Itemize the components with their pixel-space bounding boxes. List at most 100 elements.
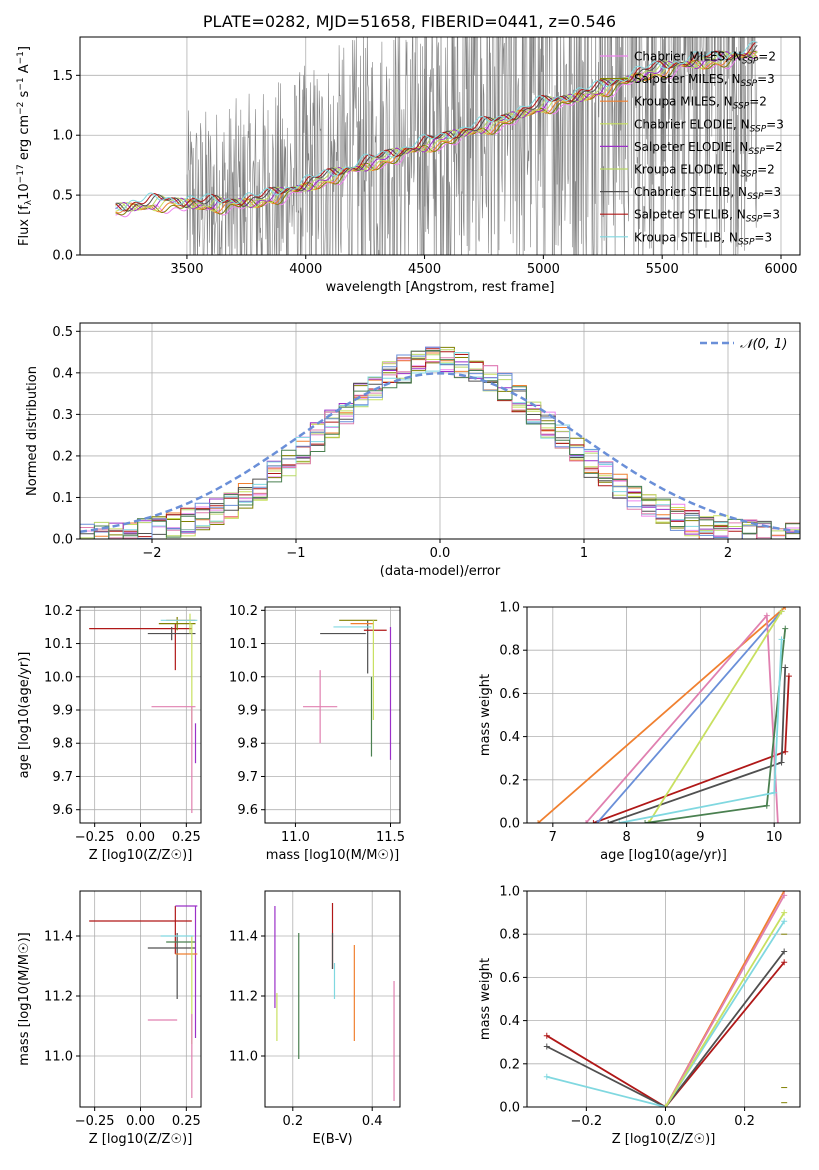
y-tick-label: 11.4 (229, 930, 258, 945)
legend-text: =3 (762, 208, 780, 222)
panel-mass-ebv: 0.2 0.4 11.0 11.2 11.4 E(B-V) (229, 890, 401, 1147)
weight-marker (616, 820, 623, 823)
x-tick-label: 5000 (527, 262, 560, 277)
weight-marker (543, 1073, 550, 1080)
histogram-10 (80, 346, 800, 539)
weight-marker (782, 625, 789, 632)
y-tick-label: 9.6 (237, 803, 258, 818)
weight-line (546, 950, 785, 1107)
weight-marker (535, 820, 542, 823)
legend-entry: Chabrier STELIB, NSSP=3 (634, 185, 781, 202)
panel-age-mass: 11.0 11.5 9.6 9.7 9.8 9.9 10.0 10.1 10.2 mass [lo… (229, 604, 405, 863)
y-label-part: −1 (16, 77, 26, 90)
x-tick-label: −1 (286, 546, 305, 561)
weight-line (664, 894, 785, 1107)
y-label-part: A (17, 64, 32, 77)
x-tick-label: 0.00 (126, 1114, 155, 1129)
y-tick-label: 10.2 (44, 604, 73, 619)
y-tick-label: 0.2 (52, 449, 73, 464)
y-axis-label: mass weight (478, 674, 493, 756)
x-tick-label: 9 (696, 830, 704, 845)
x-axis-label: Z [log10(Z/Z☉)] (89, 848, 193, 863)
weight-marker (583, 820, 590, 823)
x-tick-label: −2 (142, 546, 161, 561)
model-8 (115, 40, 758, 211)
y-tick-label: 10.1 (229, 637, 258, 652)
legend-sub: SSP (733, 102, 750, 112)
plot-area (115, 37, 758, 255)
y-axis-label: Normed distribution (25, 366, 40, 496)
x-axis-label: wavelength [Angstrom, rest frame] (326, 280, 555, 295)
model-2 (115, 51, 758, 214)
axes-frame (526, 890, 801, 1108)
weight-marker (778, 636, 785, 643)
legend-entry: Kroupa STELIB, NSSP=3 (634, 230, 772, 247)
axes-frame (264, 890, 401, 1108)
y-axis-label: age [log10(age/yr)] (17, 652, 32, 779)
legend-entry: Kroupa ELODIE, NSSP=2 (634, 163, 775, 180)
weight-marker (782, 664, 789, 671)
weight-line (664, 912, 785, 1107)
panel-spectrum: 3500 4000 4500 5000 5500 6000 0.0 0.5 1.0 1.5 wave… (16, 36, 801, 295)
x-tick-label: 6000 (764, 262, 797, 277)
legend-sub: SSP (741, 170, 758, 180)
panel-age-z: −0.25 0.00 0.25 9.6 9.7 9.8 9.9 10.0 10.1 10.2 Z [… (17, 604, 202, 863)
y-tick-label: 1.0 (499, 601, 520, 616)
weight-marker (763, 612, 770, 619)
legend-text: =2 (749, 95, 767, 109)
y-tick-label: 11.4 (44, 930, 73, 945)
y-axis-label: mass [log10(M/M☉)] (17, 932, 32, 1065)
weight-line (546, 920, 785, 1107)
axes-frame (526, 606, 801, 824)
x-tick-label: 4000 (289, 262, 322, 277)
histogram-2 (80, 352, 800, 539)
x-axis-label: (data-model)/error (380, 564, 501, 579)
y-tick-label: 9.7 (237, 770, 258, 785)
legend-sub: SSP (748, 147, 765, 157)
y-label-part: −2 (16, 102, 26, 115)
legend-sub: SSP (742, 57, 759, 67)
y-tick-label: 0.8 (499, 928, 520, 943)
x-tick-label: 0.2 (282, 1114, 303, 1129)
legend-entry: Kroupa MILES, NSSP=2 (634, 95, 767, 112)
y-label-part: 10 (17, 183, 32, 200)
weight-marker (594, 820, 601, 823)
legend-entry: Chabrier ELODIE, NSSP=3 (634, 117, 784, 134)
y-tick-label: 0.0 (499, 817, 520, 832)
y-tick-label: 9.9 (52, 704, 73, 719)
y-tick-label: 0.2 (499, 773, 520, 788)
panel-weight-age: 7 8 9 10 0.0 0.2 0.4 0.6 0.8 1.0 age [log10(age/yr… (478, 601, 801, 863)
x-tick-label: 4500 (408, 262, 441, 277)
plot-area (89, 613, 198, 814)
y-tick-label: 1.5 (52, 69, 73, 84)
y-axis-label: mass weight (478, 958, 493, 1040)
y-label-part: s (17, 90, 32, 101)
plot-area (80, 346, 800, 539)
y-label-part: erg cm (17, 115, 32, 164)
y-label-part: −17 (16, 164, 26, 183)
y-tick-label: 9.8 (237, 737, 258, 752)
weight-marker (662, 1104, 669, 1107)
y-label-part: −1 (16, 51, 26, 64)
weight-line (647, 610, 783, 823)
x-axis-label: Z [log10(Z/Z☉)] (612, 1132, 716, 1147)
plot-area (274, 903, 395, 1101)
y-tick-label: 10.1 (44, 637, 73, 652)
plot-area (303, 619, 392, 760)
legend-text: =2 (758, 50, 776, 64)
y-tick-label: 1.0 (499, 885, 520, 900)
legend-entry: 𝒩(0, 1) (740, 337, 787, 352)
weight-marker (543, 1032, 550, 1039)
page-title: PLATE=0282, MJD=51658, FIBERID=0441, z=0… (202, 12, 617, 31)
x-tick-label: 0.25 (172, 830, 201, 845)
y-tick-label: 10.2 (229, 604, 258, 619)
weight-line (596, 610, 783, 823)
y-tick-label: 11.0 (44, 1050, 73, 1065)
y-tick-label: 1.0 (52, 129, 73, 144)
weight-marker (782, 748, 789, 755)
axes-frame (264, 606, 401, 824)
weight-marker (781, 909, 788, 916)
legend-sub: SSP (747, 192, 764, 202)
x-axis-label: age [log10(age/yr)] (600, 848, 727, 863)
x-tick-label: 11.5 (376, 830, 405, 845)
